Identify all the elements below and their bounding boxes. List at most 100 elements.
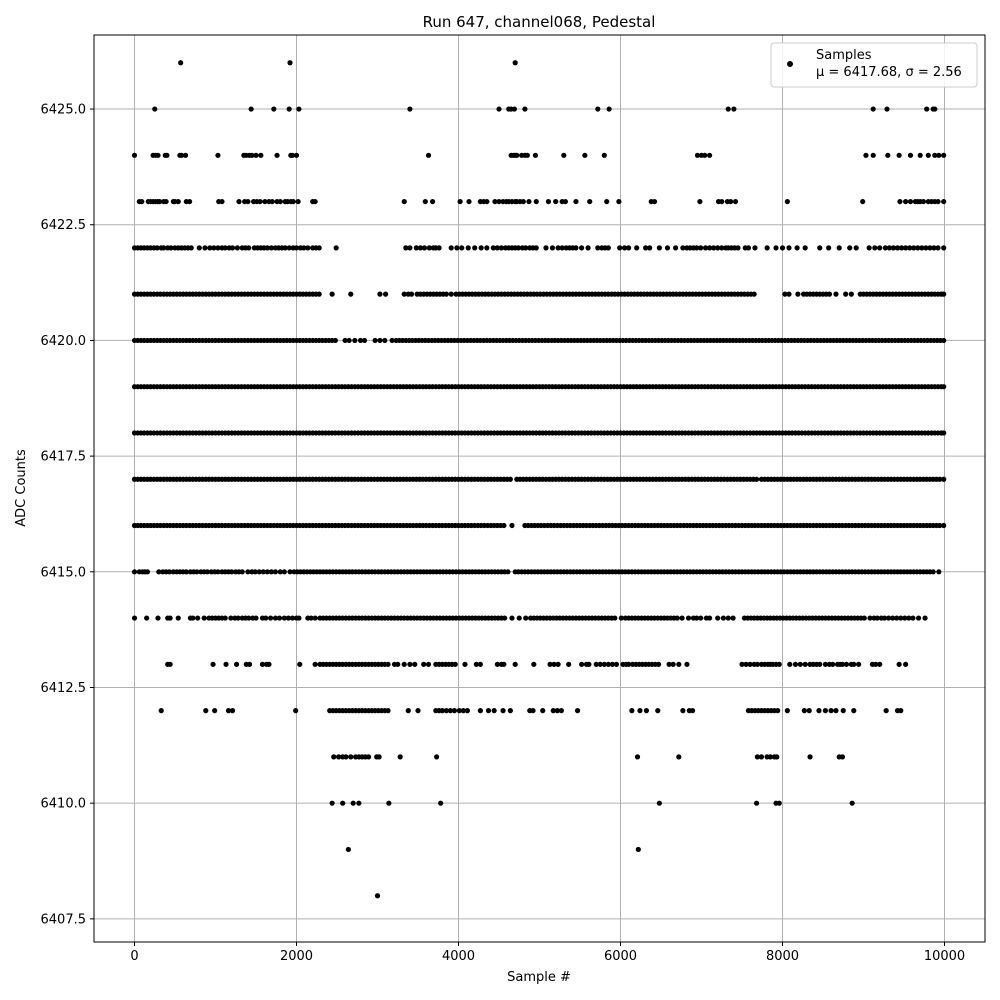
data-point bbox=[874, 615, 880, 621]
data-point bbox=[412, 661, 418, 667]
data-point bbox=[559, 245, 565, 251]
data-point bbox=[532, 152, 539, 158]
data-point bbox=[674, 615, 680, 621]
data-point bbox=[443, 291, 449, 297]
data-point bbox=[606, 106, 612, 112]
data-point bbox=[776, 661, 782, 667]
data-point bbox=[219, 198, 225, 205]
data-point bbox=[385, 708, 391, 714]
data-point bbox=[574, 708, 581, 714]
data-point bbox=[496, 198, 502, 205]
data-point bbox=[621, 245, 628, 251]
data-point bbox=[725, 615, 731, 621]
data-point bbox=[643, 708, 650, 714]
data-point bbox=[670, 661, 676, 667]
data-point bbox=[365, 754, 372, 760]
data-point bbox=[896, 661, 902, 667]
data-point bbox=[175, 198, 181, 205]
data-point bbox=[425, 152, 432, 158]
data-point bbox=[290, 198, 296, 205]
data-point bbox=[269, 198, 275, 205]
data-point bbox=[906, 615, 912, 621]
data-point bbox=[833, 708, 839, 714]
data-point bbox=[711, 245, 717, 251]
data-point bbox=[843, 661, 850, 667]
data-point bbox=[357, 337, 364, 344]
x-tick-label: 0 bbox=[130, 949, 138, 964]
data-point bbox=[715, 245, 721, 251]
data-point bbox=[166, 569, 172, 575]
data-point bbox=[155, 152, 161, 158]
data-point bbox=[843, 291, 849, 297]
data-point bbox=[167, 661, 173, 667]
data-point bbox=[626, 661, 632, 667]
data-point bbox=[239, 569, 245, 575]
data-point bbox=[656, 245, 662, 251]
data-point bbox=[753, 476, 760, 482]
data-point bbox=[452, 661, 458, 667]
data-point bbox=[352, 337, 358, 344]
data-point bbox=[932, 106, 938, 112]
data-point bbox=[851, 661, 857, 667]
data-point bbox=[312, 198, 318, 205]
data-point bbox=[332, 337, 338, 344]
data-point bbox=[274, 152, 280, 158]
data-point bbox=[345, 846, 351, 853]
data-point bbox=[491, 708, 497, 714]
data-point bbox=[515, 245, 522, 251]
data-point bbox=[941, 384, 947, 390]
data-point bbox=[502, 615, 508, 621]
data-point bbox=[651, 198, 658, 205]
x-tick-label: 10000 bbox=[924, 949, 965, 964]
data-point bbox=[413, 245, 419, 251]
data-point bbox=[925, 152, 931, 158]
data-point bbox=[551, 661, 557, 667]
data-point bbox=[839, 661, 846, 667]
data-point bbox=[161, 245, 167, 251]
data-point bbox=[289, 152, 296, 158]
data-point bbox=[478, 245, 484, 251]
data-point bbox=[605, 245, 611, 251]
data-point bbox=[207, 245, 213, 251]
data-point bbox=[509, 522, 515, 529]
data-point bbox=[802, 245, 808, 251]
data-point bbox=[340, 800, 346, 806]
data-point bbox=[664, 245, 671, 251]
data-point bbox=[616, 198, 622, 205]
data-point bbox=[202, 245, 208, 251]
data-point bbox=[456, 708, 462, 714]
data-point bbox=[158, 708, 164, 714]
data-point bbox=[784, 708, 790, 714]
data-point bbox=[289, 615, 296, 621]
data-point bbox=[383, 291, 389, 297]
data-point bbox=[920, 198, 927, 205]
data-point bbox=[545, 198, 552, 205]
data-point bbox=[422, 198, 428, 205]
data-point bbox=[656, 800, 662, 806]
legend-stats: μ = 6417.68, σ = 2.56 bbox=[816, 65, 962, 80]
data-point bbox=[634, 754, 641, 760]
data-point bbox=[597, 661, 603, 667]
data-point bbox=[612, 615, 618, 621]
data-point bbox=[595, 106, 601, 112]
data-point bbox=[896, 152, 902, 158]
data-point bbox=[144, 615, 150, 621]
data-point bbox=[936, 152, 942, 158]
data-point bbox=[807, 754, 813, 760]
data-point bbox=[282, 245, 288, 251]
data-point bbox=[524, 152, 530, 158]
data-point bbox=[512, 60, 518, 66]
data-point bbox=[505, 569, 511, 575]
data-point bbox=[730, 615, 736, 621]
data-point bbox=[882, 245, 888, 251]
legend-box bbox=[770, 42, 978, 88]
data-point bbox=[579, 661, 585, 667]
data-point bbox=[937, 476, 943, 482]
data-point bbox=[222, 245, 228, 251]
data-point bbox=[281, 569, 287, 575]
data-point bbox=[264, 569, 270, 575]
data-point bbox=[550, 708, 556, 714]
data-point bbox=[694, 615, 700, 621]
data-point bbox=[421, 661, 427, 667]
data-point bbox=[316, 245, 322, 251]
